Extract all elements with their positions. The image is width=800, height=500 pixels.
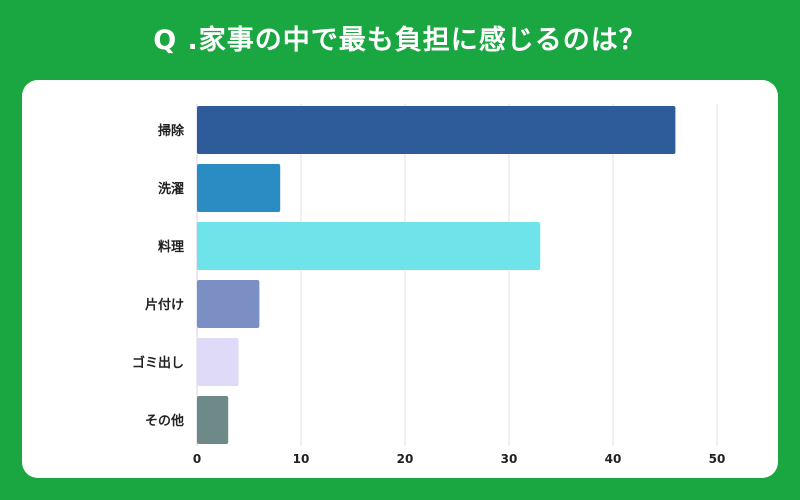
x-tick-labels: 0 10 20 30 40 50 <box>193 452 726 466</box>
bar-0 <box>197 106 676 154</box>
category-label: 掃除 <box>158 123 185 139</box>
chart-title: Q .家事の中で最も負担に感じるのは？ <box>153 25 647 56</box>
bar-3 <box>197 280 260 328</box>
category-label: ゴミ出し <box>132 355 184 371</box>
x-tick-label: 50 <box>709 452 726 466</box>
x-tick-label: 40 <box>605 452 622 466</box>
category-label: その他 <box>145 413 184 429</box>
gridlines <box>196 104 718 446</box>
bar-4 <box>197 338 239 386</box>
x-tick-label: 20 <box>397 452 414 466</box>
x-tick-label: 0 <box>193 452 201 466</box>
category-label: 料理 <box>158 239 184 255</box>
bars <box>197 106 676 444</box>
bar-2 <box>197 222 541 270</box>
x-tick-label: 30 <box>501 452 518 466</box>
category-label: 洗濯 <box>158 181 184 197</box>
bar-1 <box>197 164 281 212</box>
bar-5 <box>197 396 229 444</box>
x-tick-label: 10 <box>293 452 310 466</box>
category-label: 片付け <box>145 297 184 313</box>
